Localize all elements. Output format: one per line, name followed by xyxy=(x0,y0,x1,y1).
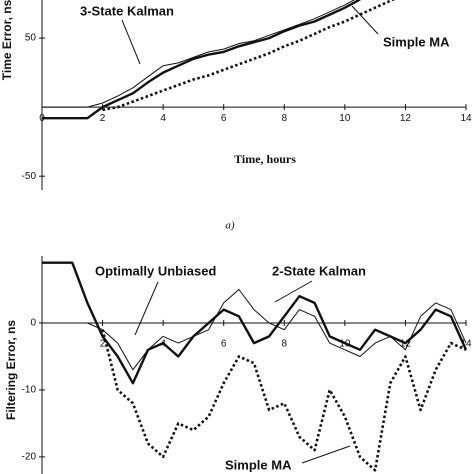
caption: a) xyxy=(225,220,235,232)
x-tick-label: 2 xyxy=(100,339,106,350)
x-tick-label: 4 xyxy=(160,113,166,124)
x-tick-label: 8 xyxy=(282,113,288,124)
annotation: 2-State Kalman xyxy=(272,263,366,278)
y-tick-label: -50 xyxy=(22,171,37,182)
y-axis-label: Time Error, ns xyxy=(0,0,14,80)
x-tick-label: 14 xyxy=(460,113,472,124)
y-tick-label: 50 xyxy=(25,33,37,44)
x-tick-label: 8 xyxy=(282,339,288,350)
series-line xyxy=(101,329,467,472)
x-tick-label: 2 xyxy=(100,113,106,124)
series-line xyxy=(102,0,396,112)
x-tick-label: 6 xyxy=(221,113,227,124)
series-line xyxy=(42,261,468,385)
y-tick-label: -20 xyxy=(22,452,37,463)
arrow xyxy=(274,280,313,303)
x-tick-label: 14 xyxy=(460,339,472,350)
annotation: Simple MA xyxy=(225,457,292,472)
series-line xyxy=(42,0,361,120)
arrow xyxy=(301,445,351,464)
annotation: Simple MA xyxy=(383,34,450,49)
y-tick-label: -10 xyxy=(22,385,37,396)
series-line xyxy=(42,289,467,371)
arrow xyxy=(351,5,379,35)
x-axis-label: Time, hours xyxy=(234,152,296,166)
y-tick-label: 0 xyxy=(30,318,36,329)
x-tick-label: 10 xyxy=(339,113,351,124)
arrow xyxy=(134,281,159,336)
x-tick-label: 12 xyxy=(400,113,412,124)
arrow xyxy=(121,19,141,65)
annotation: Optimally Unbiased xyxy=(95,263,216,278)
annotation: 3-State Kalman xyxy=(80,3,174,18)
x-tick-label: 6 xyxy=(221,339,227,350)
series-line xyxy=(42,0,355,108)
y-axis-label: Filtering Error, ns xyxy=(4,320,18,420)
